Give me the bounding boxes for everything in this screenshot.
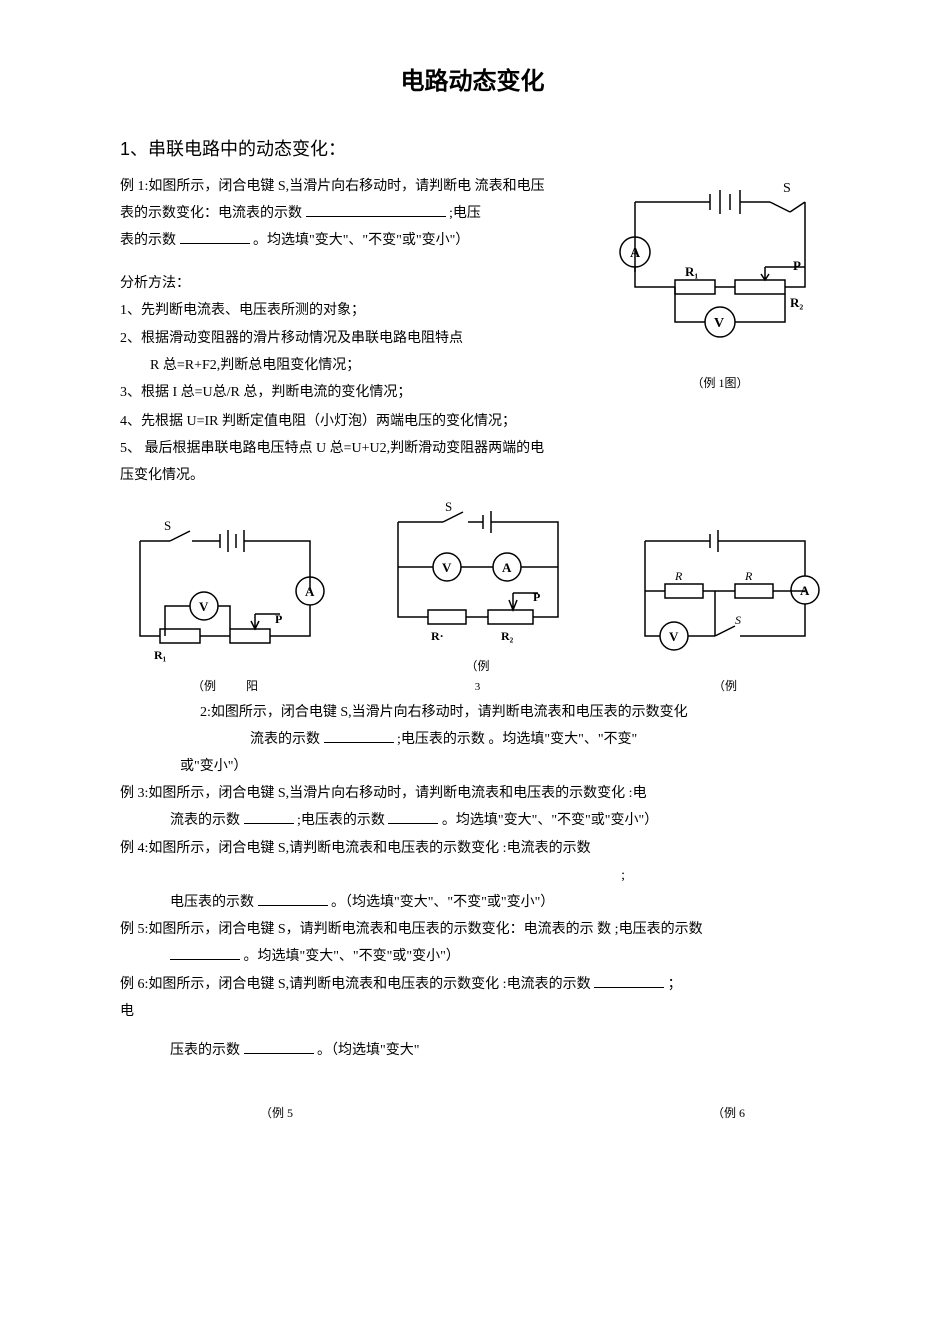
label-s: S [735, 613, 741, 627]
label-p: P [275, 612, 282, 626]
ex6-l3b: 。（均选填"变大" [317, 1043, 419, 1058]
ex1-line2: 表的示数变化：电流表的示数 ;电压 [120, 201, 599, 226]
step-2: 2、根据滑动变阻器的滑片移动情况及串联电路电阻特点 [120, 326, 599, 351]
figure-3-num: 3 [373, 678, 583, 698]
ex4-line1: 例 4:如图所示，闭合电键 S,请判断电流表和电压表的示数变化 :电流表的示数 [120, 836, 825, 861]
caption-extra: 阳 [246, 679, 258, 693]
label-r1: R₁ [154, 648, 167, 662]
figure-1: S A V R₁ P R₂ （例 1图） [615, 172, 825, 395]
figures-row: S A V R₁ P （例 阳 [120, 497, 825, 698]
step-1: 1、先判断电流表、电压表所测的对象； [120, 298, 599, 323]
label-r1: R₁ [685, 264, 698, 279]
ex3-line1: 例 3:如图所示，闭合电键 S,当滑片向右移动时，请判断电流表和电压表的示数变化… [120, 781, 825, 806]
label-r2: R₂ [790, 295, 803, 310]
voltmeter-icon: V [442, 560, 452, 575]
ex3-line2: 流表的示数 ;电压表的示数 。均选填"变大"、"不变"或"变小"） [120, 808, 825, 833]
label-r: R [674, 569, 683, 583]
ammeter-icon: A [305, 584, 315, 599]
ex6-line3: 压表的示数 。（均选填"变大" [120, 1038, 825, 1063]
ex3-l2c: 。均选填"变大"、"不变"或"变小"） [442, 813, 658, 828]
ex2-line1: 2:如图所示，闭合电键 S,当滑片向右移动时，请判断电流表和电压表的示数变化 [120, 700, 825, 725]
blank[interactable] [594, 974, 664, 988]
blank[interactable] [324, 729, 394, 743]
section-1-heading: 1、串联电路中的动态变化： [120, 133, 825, 165]
ammeter-icon: A [630, 246, 641, 261]
ex5-line1: 例 5:如图所示，闭合电键 S，请判断电流表和电压表的示数变化：电流表的示 数 … [120, 917, 825, 942]
step-4: 4、先根据 U=IR 判断定值电阻（小灯泡）两端电压的变化情况； [120, 409, 825, 434]
blank[interactable] [180, 230, 250, 244]
blank[interactable] [388, 810, 438, 824]
label-r: R [744, 569, 753, 583]
caption-text: （例 [465, 659, 489, 673]
label-r: R· [431, 629, 444, 643]
ex5-line2: 。均选填"变大"、"不变"或"变小"） [120, 944, 825, 969]
voltmeter-icon: V [669, 629, 679, 644]
ex4-l3b: 。（均选填"变大"、"不变"或"变小"） [331, 895, 554, 910]
ex2-line2: 流表的示数 ;电压表的示数 。均选填"变大"、"不变" [120, 727, 825, 752]
ex4-line3: 电压表的示数 。（均选填"变大"、"不变"或"变小"） [120, 890, 825, 915]
blank[interactable] [244, 810, 294, 824]
figure-2-caption: （例 阳 [120, 676, 330, 698]
ex1-l2a: 表的示数变化：电流表的示数 [120, 206, 302, 221]
figure-3: S V A R· R₂ P （例 3 [373, 497, 583, 698]
ex4-l3a: 电压表的示数 [170, 895, 254, 910]
ex5-l2: 。均选填"变大"、"不变"或"变小"） [244, 949, 460, 964]
ex6-line2: 电 [120, 999, 825, 1024]
figure-4: A V R R S （例 [625, 516, 825, 697]
ammeter-icon: A [502, 560, 512, 575]
figure-1-caption: （例 1图） [615, 373, 825, 395]
blank[interactable] [170, 946, 240, 960]
label-p: P [793, 258, 801, 273]
label-s: S [445, 499, 452, 514]
example-1-row: 例 1:如图所示，闭合电键 S,当滑片向右移动时，请判断电 流表和电压 表的示数… [120, 172, 825, 408]
ammeter-icon: A [800, 583, 810, 598]
ex3-l2b: ;电压表的示数 [297, 813, 385, 828]
ex1-l3b: 。均选填"变大"、"不变"或"变小"） [253, 233, 469, 248]
footer-left: （例 5 [260, 1103, 293, 1125]
step-2b: R 总=R+F2,判断总电阻变化情况； [120, 353, 599, 378]
ex1-l2b: ;电压 [449, 206, 481, 221]
ex2-l2b: ;电压表的示数 。均选填"变大"、"不变" [397, 732, 637, 747]
figure-2: S A V R₁ P （例 阳 [120, 516, 330, 697]
ex2-l2a: 流表的示数 [250, 732, 320, 747]
ex6-l1: 例 6:如图所示，闭合电键 S,请判断电流表和电压表的示数变化 :电流表的示数 [120, 977, 591, 992]
footer-captions: （例 5 （例 6 [120, 1103, 825, 1125]
caption-text: （例 [192, 679, 216, 693]
ex4-line2: ; [120, 863, 825, 888]
blank[interactable] [258, 892, 328, 906]
page-title: 电路动态变化 [120, 60, 825, 103]
label-s: S [164, 518, 171, 533]
ex6-l1b: ； [668, 977, 682, 992]
step-5b: 压变化情况。 [120, 463, 825, 488]
analysis-heading: 分析方法： [120, 271, 599, 296]
step-3: 3、根据 I 总=U总/R 总，判断电流的变化情况； [120, 380, 599, 405]
ex1-l3a: 表的示数 [120, 233, 176, 248]
label-r2: R₂ [501, 629, 514, 643]
footer-right: （例 6 [712, 1103, 745, 1125]
ex6-line1: 例 6:如图所示，闭合电键 S,请判断电流表和电压表的示数变化 :电流表的示数 … [120, 972, 825, 997]
ex1-line1: 例 1:如图所示，闭合电键 S,当滑片向右移动时，请判断电 流表和电压 [120, 174, 599, 199]
ex2-line3: 或"变小"） [120, 754, 825, 779]
label-p: P [533, 590, 540, 604]
ex6-l3a: 压表的示数 [170, 1043, 240, 1058]
step-5: 5、 最后根据串联电路电压特点 U 总=U+U2,判断滑动变阻器两端的电 [120, 436, 825, 461]
ex3-l2a: 流表的示数 [170, 813, 240, 828]
figure-4-caption: （例 [625, 676, 825, 698]
figure-3-caption: （例 [373, 656, 583, 678]
label-s: S [783, 181, 791, 196]
ex1-line3: 表的示数 。均选填"变大"、"不变"或"变小"） [120, 228, 599, 253]
blank[interactable] [244, 1040, 314, 1054]
blank[interactable] [306, 203, 446, 217]
voltmeter-icon: V [199, 599, 209, 614]
voltmeter-icon: V [714, 316, 724, 331]
